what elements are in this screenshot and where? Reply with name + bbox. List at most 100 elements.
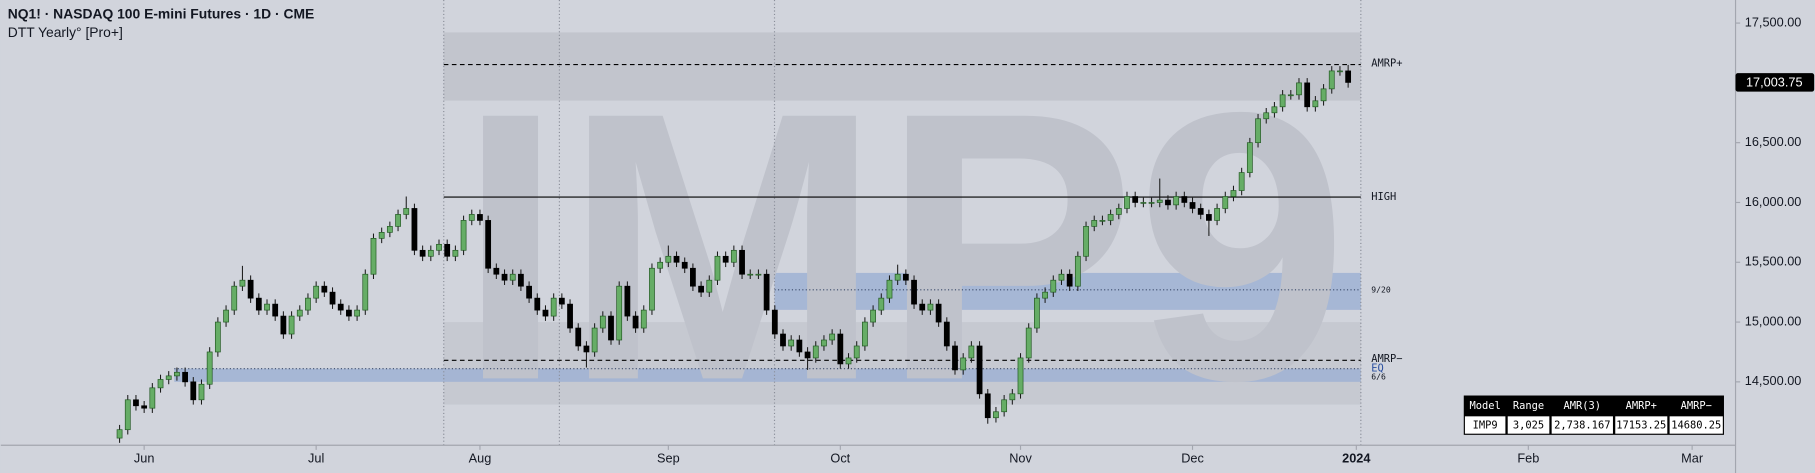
candle-body — [419, 249, 426, 257]
candle-body — [378, 232, 385, 239]
candle-body — [927, 303, 934, 311]
x-tick-label: 2024 — [1342, 450, 1370, 465]
candle-body — [739, 249, 745, 275]
candle-body — [968, 345, 975, 359]
candle-body — [747, 273, 754, 276]
y-tick-label: 15,500.00 — [1745, 254, 1802, 269]
candle-body — [485, 220, 492, 269]
candle-body — [1214, 208, 1220, 221]
candle-body — [894, 273, 901, 281]
y-tick-label: 14,500.00 — [1745, 373, 1802, 388]
candle-body — [649, 267, 655, 311]
candle-body — [714, 255, 721, 281]
candle-body — [386, 226, 393, 233]
candle-body — [665, 255, 672, 263]
table-header: Model — [1470, 400, 1501, 412]
candle-body — [608, 315, 614, 341]
y-tick-label: 16,500.00 — [1745, 134, 1802, 149]
candle-body — [821, 339, 827, 347]
candle-body — [681, 261, 688, 269]
candle-body — [280, 315, 287, 335]
candle-body — [788, 339, 795, 347]
candle-body — [214, 321, 221, 353]
candle-body — [1345, 70, 1352, 83]
x-tick-label: Aug — [469, 450, 492, 465]
candle-body — [1009, 393, 1016, 401]
candle-body — [1165, 199, 1171, 206]
candle-body — [690, 267, 696, 287]
candle-body — [632, 315, 639, 329]
x-tick-label: Mar — [1681, 450, 1704, 465]
watermark: IMP9 — [458, 33, 1349, 459]
table-cell-text: 2,738.167 — [1554, 420, 1610, 432]
candle-body — [1148, 202, 1155, 204]
level-label: AMRP+ — [1371, 57, 1402, 69]
candle-body — [624, 285, 631, 317]
candle-body — [1058, 273, 1065, 281]
x-tick-label: Nov — [1009, 450, 1032, 465]
candle-body — [436, 243, 442, 251]
candle-body — [862, 321, 868, 347]
candle-body — [976, 345, 983, 395]
candle-body — [845, 357, 852, 365]
table-cell — [1669, 416, 1723, 434]
candle-body — [886, 279, 893, 299]
candle-body — [1337, 70, 1343, 73]
zone — [174, 368, 1361, 382]
candle-body — [534, 297, 541, 311]
candle-body — [1279, 94, 1286, 108]
x-tick-label: Dec — [1181, 450, 1204, 465]
candle-body — [1091, 220, 1098, 227]
candle-body — [780, 333, 786, 347]
candle-body — [673, 255, 680, 263]
level-label: EQ — [1371, 363, 1384, 375]
candle-body — [567, 303, 573, 329]
candle-body — [239, 279, 246, 287]
candle-body — [452, 249, 459, 257]
candle-body — [853, 345, 860, 359]
table-cell — [1551, 416, 1613, 434]
candle-body — [583, 345, 590, 353]
candle-body — [730, 249, 737, 263]
candle-body — [255, 297, 262, 311]
candle-body — [509, 273, 516, 281]
candle-body — [1050, 279, 1057, 293]
table-cell-text: IMP9 — [1473, 420, 1498, 432]
candle-body — [411, 208, 418, 251]
candle-body — [1206, 214, 1212, 221]
candle-body — [1099, 220, 1106, 222]
candle-body — [591, 327, 598, 353]
last-price-badge — [1735, 73, 1815, 92]
candle-body — [165, 375, 172, 380]
candle-body — [321, 285, 328, 293]
candle-body — [190, 381, 197, 401]
table-header: AMRP− — [1681, 400, 1712, 412]
candle-body — [1320, 88, 1327, 102]
x-tick-label: Jun — [134, 450, 155, 465]
table-header: Range — [1513, 400, 1544, 412]
candle-body — [477, 214, 483, 221]
candle-body — [149, 387, 156, 409]
candle-body — [1074, 255, 1081, 287]
candle-body — [526, 285, 532, 299]
candle-body — [698, 285, 704, 293]
candle-body — [771, 309, 778, 335]
candle-body — [362, 273, 369, 311]
candle-body — [116, 429, 123, 439]
candle-body — [1246, 142, 1253, 173]
candle-body — [878, 297, 885, 311]
candle-body — [1132, 196, 1139, 203]
candle-body — [1017, 357, 1024, 395]
candle-body — [1173, 196, 1180, 206]
candle-body — [616, 285, 623, 341]
candle-body — [296, 309, 303, 317]
candle-body — [755, 273, 762, 276]
x-tick-label: Oct — [830, 450, 850, 465]
candle-body — [657, 261, 664, 269]
y-tick-label: 15,000.00 — [1745, 313, 1802, 328]
candle-body — [1255, 118, 1261, 144]
candle-body — [329, 291, 336, 305]
candle-body — [346, 309, 352, 317]
